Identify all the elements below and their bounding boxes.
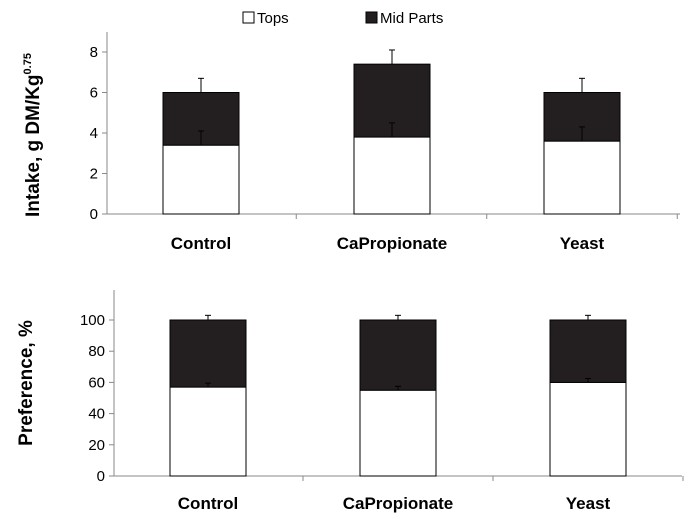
legend-swatch-mid-parts <box>365 11 378 24</box>
bar-tops-control <box>162 144 240 215</box>
y-tick-label: 40 <box>88 406 105 423</box>
bar-tops-yeast <box>543 140 621 215</box>
preference-chart-panel: 0 20 40 60 80 100 Control CaPropionate Yeast <box>80 290 684 513</box>
category-label-yeast: Yeast <box>560 234 605 253</box>
category-label-yeast: Yeast <box>566 494 611 513</box>
bar-mid-parts-yeast <box>549 319 627 383</box>
y-tick-label: 20 <box>88 437 105 454</box>
y-tick-label: 60 <box>88 374 105 391</box>
bar-mid-parts-control <box>169 319 247 388</box>
bar-tops-capropionate <box>353 136 431 215</box>
y-tick-label: 100 <box>80 312 105 329</box>
bar-mid-parts-capropionate <box>359 319 437 391</box>
y-tick-label: 0 <box>90 206 98 223</box>
legend-label-mid-parts: Mid Parts <box>380 10 443 27</box>
y-tick-label: 2 <box>90 166 98 183</box>
category-label-control: Control <box>178 494 238 513</box>
bar-tops-control <box>169 386 247 477</box>
y-tick-label: 80 <box>88 343 105 360</box>
intake-axis-title: Intake, g DM/Kg0.75 <box>22 53 44 217</box>
legend-label-tops: Tops <box>257 10 289 27</box>
legend: Tops Mid Parts <box>242 10 443 27</box>
bar-tops-capropionate <box>359 389 437 477</box>
category-label-capropionate: CaPropionate <box>337 234 448 253</box>
category-label-control: Control <box>171 234 231 253</box>
preference-axis-title: Preference, % <box>16 320 37 446</box>
y-tick-label: 0 <box>97 468 105 485</box>
y-tick-label: 8 <box>90 44 98 61</box>
y-tick-label: 6 <box>90 85 98 102</box>
category-label-capropionate: CaPropionate <box>343 494 454 513</box>
y-tick-label: 4 <box>90 125 98 142</box>
bar-tops-yeast <box>549 381 627 477</box>
legend-swatch-tops <box>242 11 255 24</box>
intake-chart-panel: 0 2 4 6 8 Control CaPropionate Yeast <box>90 32 680 253</box>
